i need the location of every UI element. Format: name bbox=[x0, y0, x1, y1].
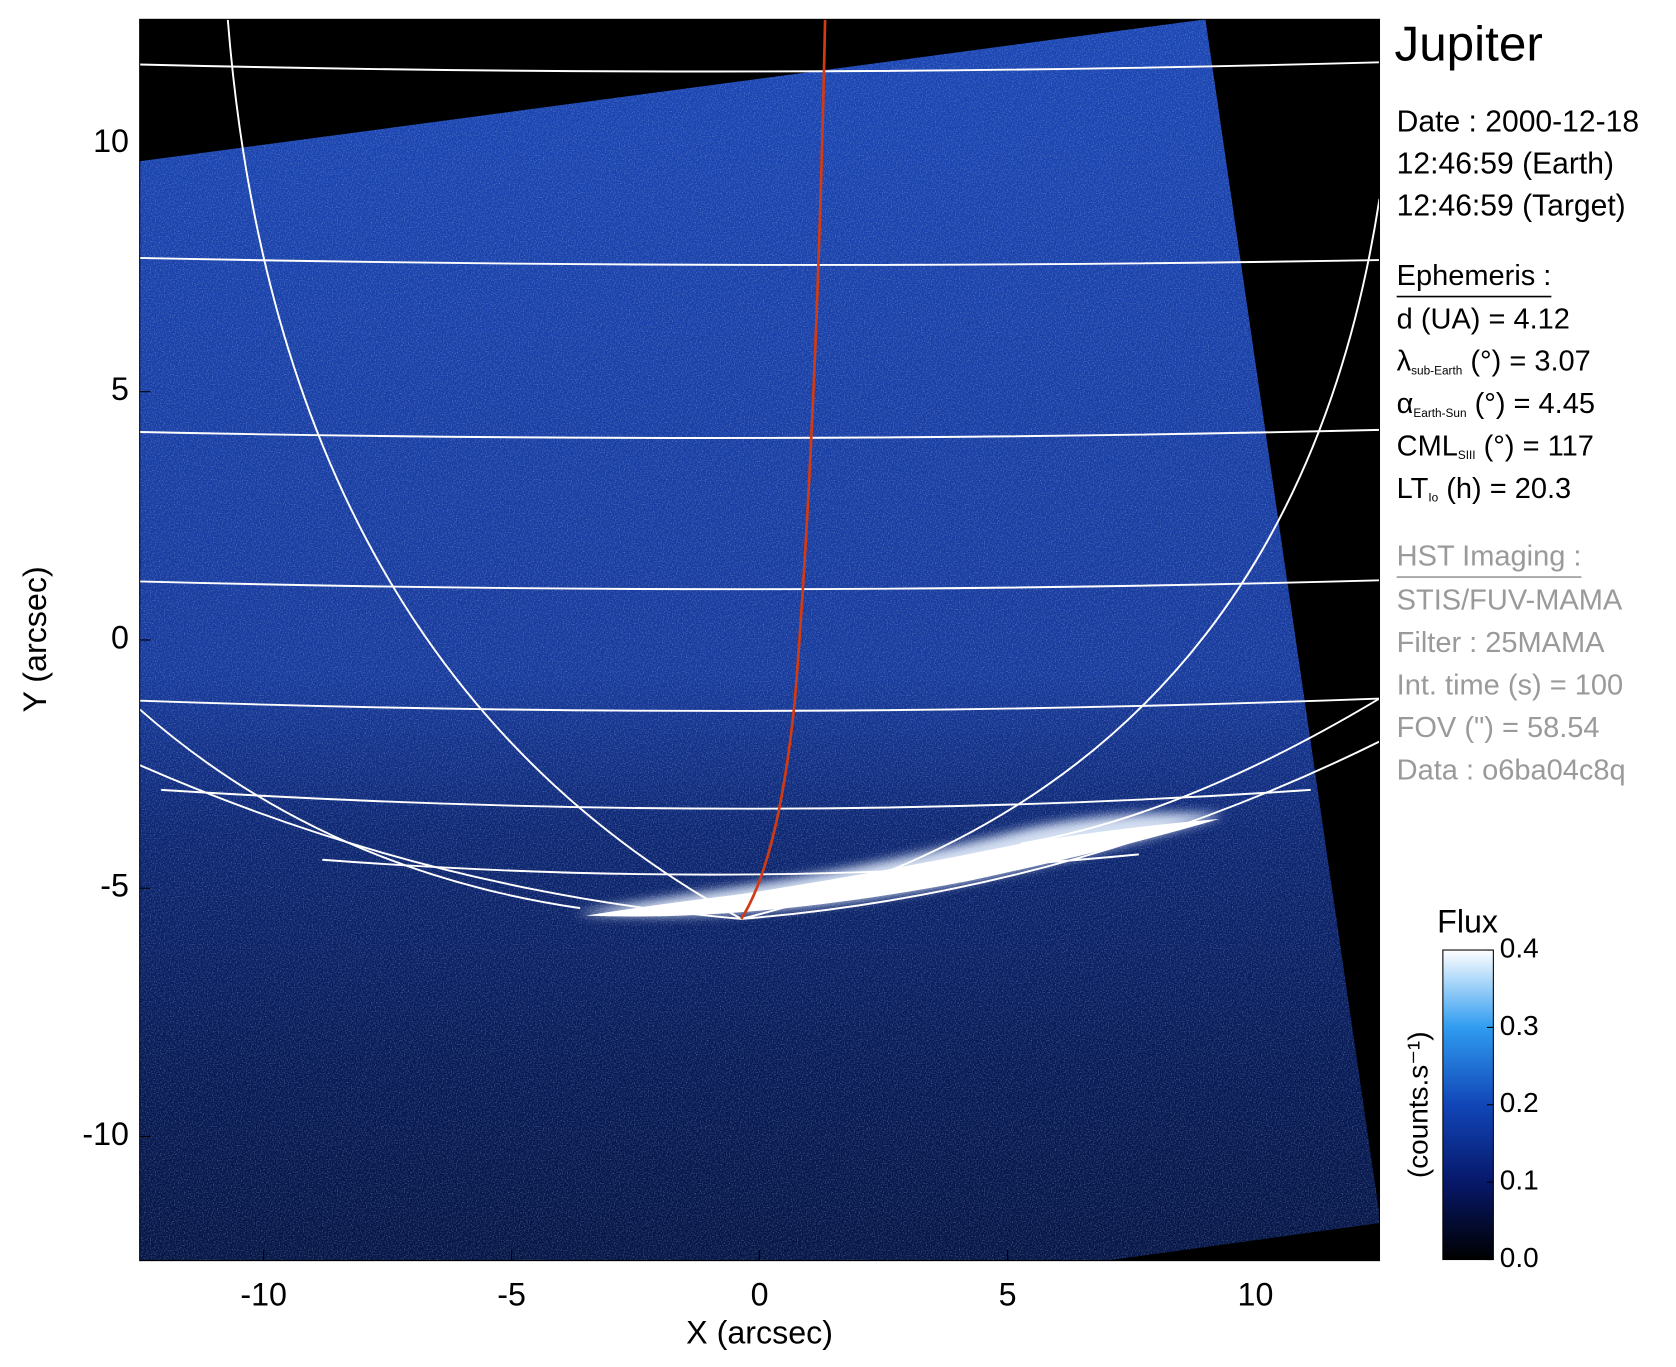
ephemeris-subscript: sub-Earth bbox=[1411, 363, 1462, 377]
x-tick-label: 5 bbox=[999, 1277, 1017, 1313]
imaging-row: FOV (") = 58.54 bbox=[1397, 712, 1600, 744]
info-panel: Date : 2000-12-18 12:46:59 (Earth) 12:46:5… bbox=[1397, 106, 1639, 787]
date-line: Date : 2000-12-18 bbox=[1397, 106, 1639, 139]
ephemeris-subscript: Earth-Sun bbox=[1413, 406, 1466, 420]
image-area bbox=[139, 19, 1380, 1261]
ephemeris-row: CMLSIII (°) = 117 bbox=[1397, 430, 1594, 462]
ephemeris-subscript: Io bbox=[1428, 491, 1438, 505]
latitude-line bbox=[139, 61, 1380, 73]
longitude-line bbox=[226, 19, 742, 920]
ephemeris-value: (°) = 117 bbox=[1476, 430, 1594, 462]
ephemeris-name: d (UA) = 4.12 bbox=[1397, 303, 1570, 335]
x-tick-label: -5 bbox=[497, 1277, 526, 1313]
imaging-row: STIS/FUV-MAMA bbox=[1397, 584, 1623, 616]
date-line: 12:46:59 (Earth) bbox=[1397, 147, 1614, 180]
latitude-line bbox=[161, 788, 1311, 810]
ephemeris-name: LT bbox=[1397, 473, 1429, 505]
image-corner bbox=[1106, 1222, 1380, 1261]
ephemeris-row: d (UA) = 4.12 bbox=[1397, 303, 1570, 335]
y-tick-label: -5 bbox=[100, 868, 129, 904]
imaging-row: Data : o6ba04c8q bbox=[1397, 755, 1626, 787]
colorbar-tick-label: 0.2 bbox=[1500, 1087, 1539, 1118]
date-line: 12:46:59 (Target) bbox=[1397, 189, 1626, 222]
ephemeris-value: (°) = 3.07 bbox=[1462, 345, 1590, 377]
ephemeris-name: λ bbox=[1397, 345, 1412, 377]
x-tick-label: -10 bbox=[240, 1277, 287, 1313]
y-tick-label: 10 bbox=[93, 123, 129, 159]
ephemeris-row: αEarth-Sun (°) = 4.45 bbox=[1397, 388, 1595, 420]
longitude-line bbox=[741, 740, 1380, 920]
ephemeris-name: CML bbox=[1397, 430, 1458, 462]
ephemeris-row: LTIo (h) = 20.3 bbox=[1397, 473, 1572, 505]
io-footprint-line bbox=[740, 19, 827, 920]
latitude-line bbox=[322, 853, 1139, 876]
ephemeris-name: α bbox=[1397, 388, 1414, 420]
colorbar-title: Flux bbox=[1437, 904, 1498, 940]
planet-grid bbox=[139, 19, 1380, 920]
ephemeris-subscript: SIII bbox=[1458, 448, 1476, 462]
colorbar bbox=[1442, 949, 1494, 1261]
longitude-line bbox=[741, 198, 1380, 920]
ephemeris-row: λsub-Earth (°) = 3.07 bbox=[1397, 345, 1591, 377]
y-tick-label: 5 bbox=[111, 371, 129, 407]
colorbar-tick-label: 0.4 bbox=[1500, 932, 1539, 963]
colorbar-label: (counts.s⁻¹) bbox=[1403, 1031, 1434, 1178]
y-axis-label: Y (arcsec) bbox=[17, 566, 53, 712]
latitude-line bbox=[139, 256, 1380, 266]
latitude-line bbox=[139, 428, 1380, 439]
y-tick-label: -10 bbox=[82, 1116, 129, 1152]
x-tick-label: 0 bbox=[751, 1277, 769, 1313]
colorbar-tick-label: 0.1 bbox=[1500, 1165, 1539, 1196]
x-axis-label: X (arcsec) bbox=[686, 1314, 833, 1350]
ephemeris-value: (h) = 20.3 bbox=[1438, 473, 1571, 505]
ephemeris-title: Ephemeris : bbox=[1397, 260, 1552, 292]
colorbar-tick-label: 0.3 bbox=[1500, 1010, 1539, 1041]
aurora bbox=[585, 818, 1220, 917]
latitude-line bbox=[139, 579, 1380, 591]
image-noise bbox=[139, 19, 1380, 1261]
imaging-row: Int. time (s) = 100 bbox=[1397, 670, 1623, 702]
longitude-line bbox=[139, 764, 742, 920]
longitude-line bbox=[1020, 697, 1380, 845]
latitude-line bbox=[139, 697, 1380, 712]
y-tick-label: 0 bbox=[111, 619, 129, 655]
x-tick-label: 10 bbox=[1238, 1277, 1274, 1313]
imaging-title: HST Imaging : bbox=[1397, 540, 1582, 572]
ephemeris-value: (°) = 4.45 bbox=[1467, 388, 1595, 420]
imaging-row: Filter : 25MAMA bbox=[1397, 627, 1605, 659]
chart-title: Jupiter bbox=[1395, 16, 1543, 71]
colorbar-tick-label: 0.0 bbox=[1500, 1242, 1539, 1273]
